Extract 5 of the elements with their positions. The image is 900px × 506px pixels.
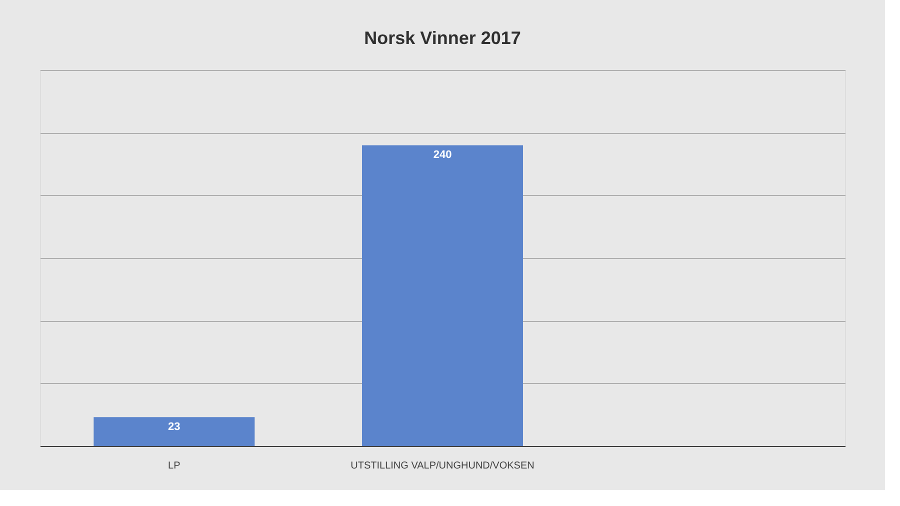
data-label: 23 [168, 421, 180, 434]
chart-title: Norsk Vinner 2017 [364, 28, 521, 48]
x-tick-label: LP [168, 460, 181, 472]
data-label: 240 [433, 149, 452, 162]
x-tick-label: UTSTILLING VALP/UNGHUND/VOKSEN [350, 460, 534, 472]
